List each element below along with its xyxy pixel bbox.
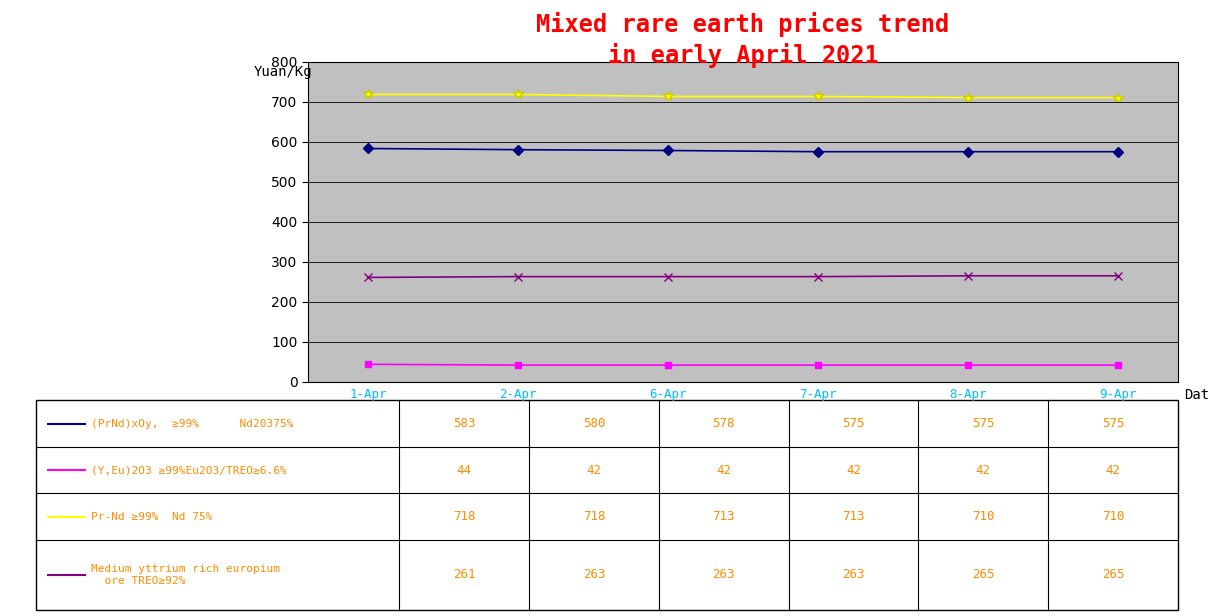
Text: 265: 265 — [1102, 569, 1125, 582]
Text: 7-Apr: 7-Apr — [800, 388, 837, 401]
Text: Medium yttrium rich europium
  ore TREO≥92%: Medium yttrium rich europium ore TREO≥92… — [91, 564, 279, 586]
Text: 44: 44 — [457, 464, 472, 477]
Text: 263: 263 — [713, 569, 734, 582]
Text: (Y,Eu)2O3 ≥99%Eu2O3/TREO≥6.6%: (Y,Eu)2O3 ≥99%Eu2O3/TREO≥6.6% — [91, 465, 286, 475]
Text: 8-Apr: 8-Apr — [949, 388, 987, 401]
Text: 713: 713 — [842, 510, 865, 523]
Text: 265: 265 — [972, 569, 994, 582]
Text: Mixed rare earth prices trend: Mixed rare earth prices trend — [536, 12, 949, 38]
Text: Date: Date — [1184, 388, 1208, 402]
Text: (PrNd)xOy,  ≥99%      Nd20375%: (PrNd)xOy, ≥99% Nd20375% — [91, 419, 294, 429]
Text: 42: 42 — [716, 464, 731, 477]
Text: 718: 718 — [582, 510, 605, 523]
Text: 42: 42 — [976, 464, 991, 477]
Text: 583: 583 — [453, 417, 476, 430]
Text: 710: 710 — [972, 510, 994, 523]
Text: 718: 718 — [453, 510, 476, 523]
Text: in early April 2021: in early April 2021 — [608, 43, 878, 68]
Text: 575: 575 — [972, 417, 994, 430]
Text: 575: 575 — [1102, 417, 1125, 430]
Text: 261: 261 — [453, 569, 476, 582]
Text: 9-Apr: 9-Apr — [1099, 388, 1137, 401]
Text: Yuan/Kg: Yuan/Kg — [254, 65, 313, 79]
Text: 263: 263 — [582, 569, 605, 582]
Text: 263: 263 — [842, 569, 865, 582]
Text: 42: 42 — [846, 464, 861, 477]
Text: 42: 42 — [587, 464, 602, 477]
Text: 6-Apr: 6-Apr — [649, 388, 686, 401]
Text: 713: 713 — [713, 510, 734, 523]
Text: Pr-Nd ≥99%  Nd 75%: Pr-Nd ≥99% Nd 75% — [91, 512, 213, 522]
Text: 42: 42 — [1105, 464, 1121, 477]
Text: 2-Apr: 2-Apr — [499, 388, 536, 401]
Text: 580: 580 — [582, 417, 605, 430]
Text: 575: 575 — [842, 417, 865, 430]
Text: 1-Apr: 1-Apr — [349, 388, 387, 401]
Text: 578: 578 — [713, 417, 734, 430]
Text: 710: 710 — [1102, 510, 1125, 523]
